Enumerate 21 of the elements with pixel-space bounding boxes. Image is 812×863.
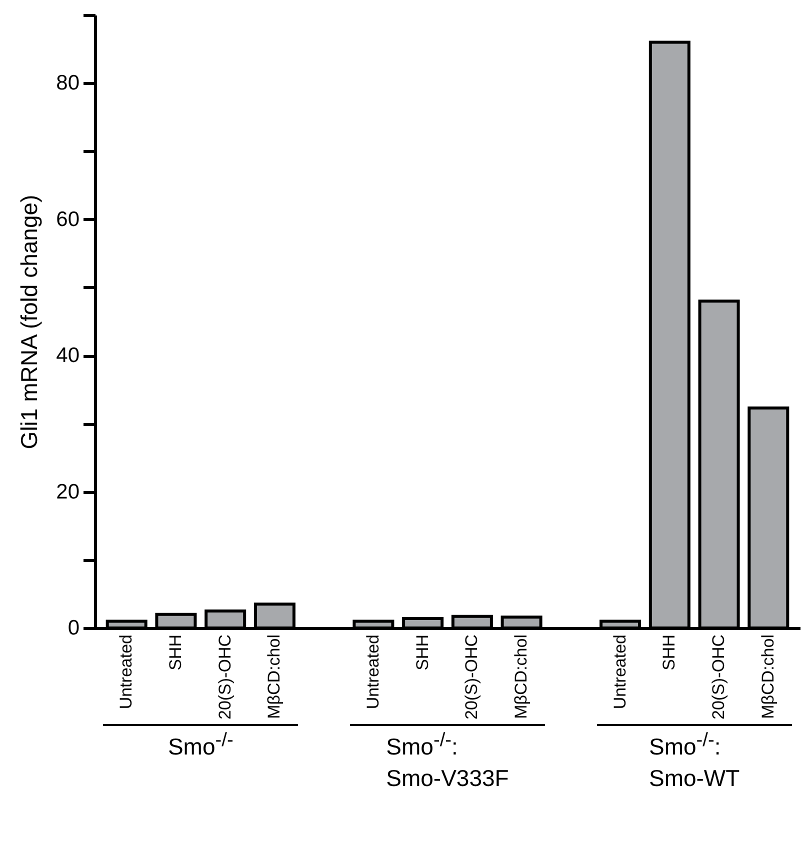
x-tick-label: 20(S)-OHC xyxy=(215,634,234,720)
x-tick-label: Untreated xyxy=(363,634,382,710)
y-tick-label: 20 xyxy=(56,480,80,504)
y-tick-label: 0 xyxy=(68,616,80,640)
y-tick-label: 40 xyxy=(56,344,80,368)
text: Smo$^{-/-}$ xyxy=(168,729,234,762)
y-tick-label: 80 xyxy=(56,72,80,95)
x-tick-label: Untreated xyxy=(116,634,136,710)
x-tick-label: Untreated xyxy=(610,634,630,710)
x-tick-label: 20(S)-OHC xyxy=(462,634,482,720)
x-tick-label: MβCD:chol xyxy=(512,634,531,719)
y-axis-title: Gli1 mRNA (fold change) xyxy=(16,194,42,450)
x-tick-label: MβCD:chol xyxy=(264,634,284,719)
text: Smo$^{-/-}$: Smo-V333F xyxy=(386,729,509,793)
y-tick-label: 60 xyxy=(56,208,80,231)
text: Smo$^{-/-}$: Smo-WT xyxy=(648,729,740,793)
x-tick-label: MβCD:chol xyxy=(758,634,778,719)
x-tick-label: 20(S)-OHC xyxy=(709,634,728,720)
x-tick-label: SHH xyxy=(660,634,679,670)
x-tick-label: SHH xyxy=(412,634,432,670)
x-tick-label: SHH xyxy=(166,634,185,670)
